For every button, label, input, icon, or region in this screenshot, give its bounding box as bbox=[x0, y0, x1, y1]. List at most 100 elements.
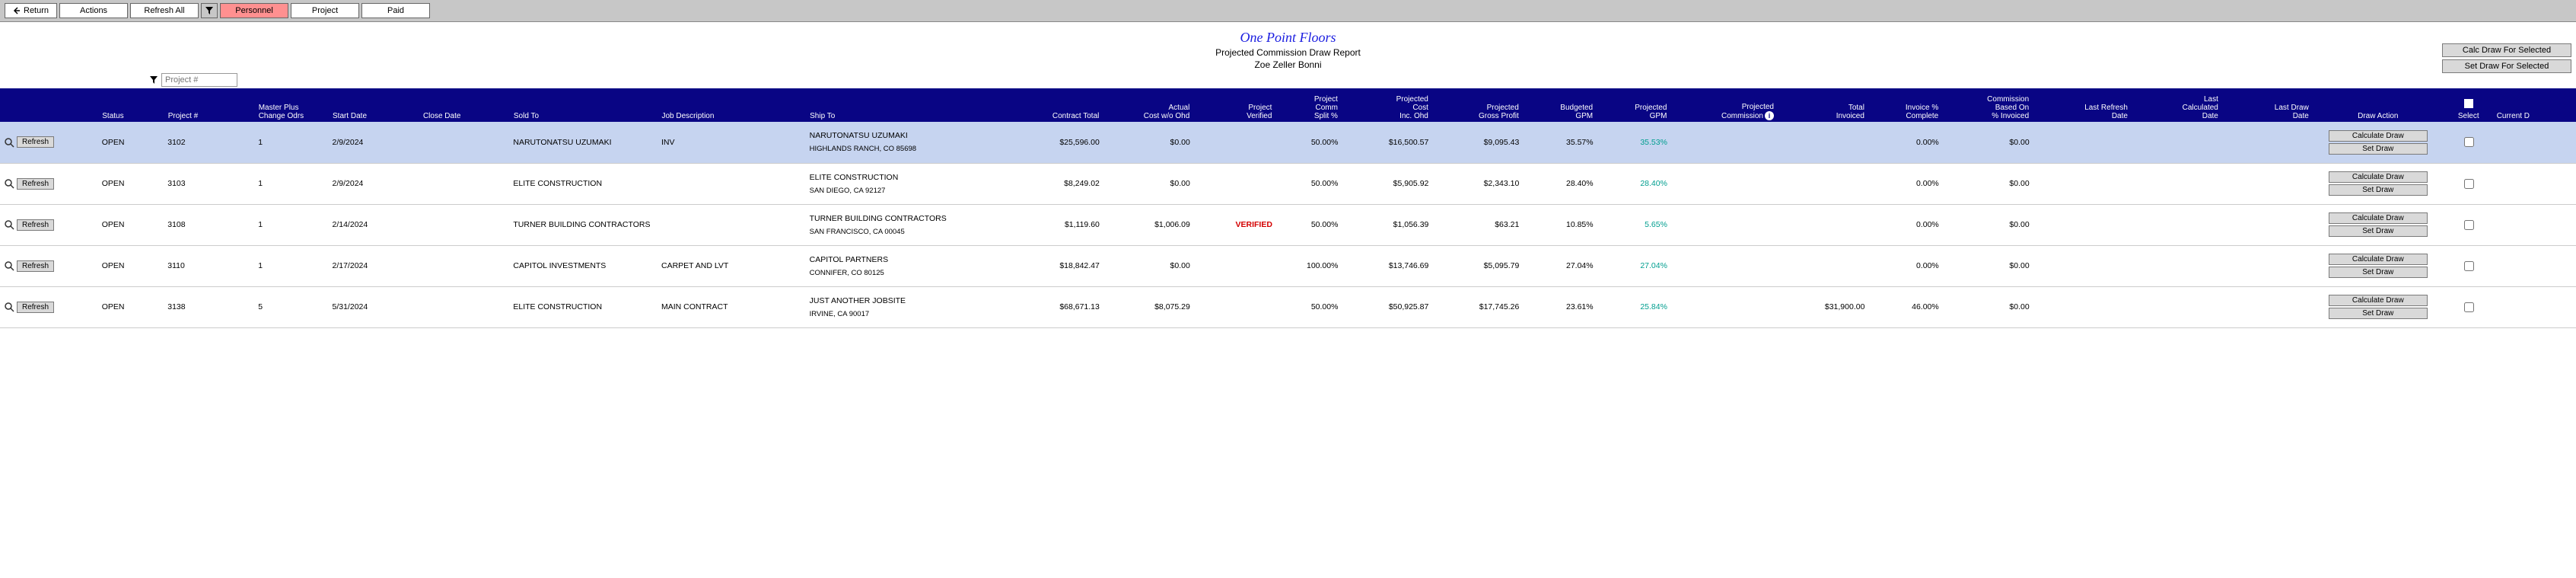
row-select-checkbox[interactable] bbox=[2464, 261, 2474, 271]
cell-current-d bbox=[2493, 163, 2575, 204]
col-proj-cost-ohd[interactable]: Projected Cost Inc. Ohd bbox=[1341, 88, 1431, 122]
col-budget-gpm[interactable]: Budgeted GPM bbox=[1522, 88, 1596, 122]
col-select[interactable]: Select bbox=[2444, 88, 2493, 122]
row-refresh-button[interactable]: Refresh bbox=[17, 302, 54, 313]
col-proj-gross[interactable]: Projected Gross Profit bbox=[1431, 88, 1522, 122]
table-row[interactable]: Refresh OPEN310812/14/2024TURNER BUILDIN… bbox=[0, 204, 2576, 245]
cell-invoice-pct: 0.00% bbox=[1868, 245, 1941, 286]
col-total-invoiced[interactable]: Total Invoiced bbox=[1778, 88, 1868, 122]
set-draw-button[interactable]: Set Draw bbox=[2329, 225, 2428, 237]
cell-actual-cost: $0.00 bbox=[1103, 163, 1193, 204]
paid-button[interactable]: Paid bbox=[361, 3, 430, 18]
row-select-checkbox[interactable] bbox=[2464, 179, 2474, 189]
table-row[interactable]: Refresh OPEN310312/9/2024ELITE CONSTRUCT… bbox=[0, 163, 2576, 204]
refresh-all-button[interactable]: Refresh All bbox=[130, 3, 199, 18]
cell-comm-split: 100.00% bbox=[1275, 245, 1342, 286]
cell-job-desc: CARPET AND LVT bbox=[658, 245, 807, 286]
cell-current-d bbox=[2493, 245, 2575, 286]
project-button[interactable]: Project bbox=[291, 3, 359, 18]
col-last-refresh[interactable]: Last Refresh Date bbox=[2033, 88, 2132, 122]
set-draw-button[interactable]: Set Draw bbox=[2329, 267, 2428, 278]
calculate-draw-button[interactable]: Calculate Draw bbox=[2329, 130, 2428, 142]
col-contract-total[interactable]: Contract Total bbox=[1004, 88, 1103, 122]
set-draw-button[interactable]: Set Draw bbox=[2329, 308, 2428, 319]
cell-verified bbox=[1193, 163, 1275, 204]
cell-last-refresh bbox=[2033, 204, 2132, 245]
set-draw-selected-button[interactable]: Set Draw For Selected bbox=[2442, 59, 2571, 73]
row-select-checkbox[interactable] bbox=[2464, 302, 2474, 312]
col-invoice-pct[interactable]: Invoice % Complete bbox=[1868, 88, 1941, 122]
calculate-draw-button[interactable]: Calculate Draw bbox=[2329, 212, 2428, 224]
col-draw-action[interactable]: Draw Action bbox=[2312, 88, 2444, 122]
right-buttons: Calc Draw For Selected Set Draw For Sele… bbox=[2442, 43, 2571, 73]
cell-project-num: 3103 bbox=[164, 163, 255, 204]
cell-actual-cost: $8,075.29 bbox=[1103, 286, 1193, 327]
col-start-date[interactable]: Start Date bbox=[330, 88, 420, 122]
calc-draw-selected-button[interactable]: Calc Draw For Selected bbox=[2442, 43, 2571, 57]
table-row[interactable]: Refresh OPEN311012/17/2024CAPITOL INVEST… bbox=[0, 245, 2576, 286]
col-proj-commission[interactable]: Projected Commissioni bbox=[1670, 88, 1778, 122]
return-button[interactable]: Return bbox=[5, 3, 57, 18]
magnify-icon[interactable] bbox=[3, 219, 15, 231]
cell-draw-action: Calculate Draw Set Draw bbox=[2312, 122, 2444, 163]
info-icon[interactable]: i bbox=[1765, 111, 1774, 120]
row-refresh-button[interactable]: Refresh bbox=[17, 136, 54, 148]
cell-comm-based: $0.00 bbox=[1942, 122, 2033, 163]
col-close-date[interactable]: Close Date bbox=[419, 88, 510, 122]
cell-contract-total: $25,596.00 bbox=[1004, 122, 1103, 163]
table-row[interactable]: Refresh OPEN313855/31/2024ELITE CONSTRUC… bbox=[0, 286, 2576, 327]
cell-start-date: 2/14/2024 bbox=[330, 204, 420, 245]
calculate-draw-button[interactable]: Calculate Draw bbox=[2329, 295, 2428, 306]
filter-row bbox=[0, 73, 2576, 88]
magnify-icon[interactable] bbox=[3, 136, 15, 148]
cell-sold-to: TURNER BUILDING CONTRACTORS bbox=[510, 204, 658, 245]
magnify-icon[interactable] bbox=[3, 177, 15, 190]
company-name: One Point Floors bbox=[0, 30, 2576, 46]
col-sold-to[interactable]: Sold To bbox=[510, 88, 658, 122]
col-actual-cost[interactable]: Actual Cost w/o Ohd bbox=[1103, 88, 1193, 122]
col-master-plus[interactable]: Master Plus Change Odrs bbox=[255, 88, 329, 122]
project-filter-input[interactable] bbox=[161, 73, 237, 87]
col-job-desc[interactable]: Job Description bbox=[658, 88, 807, 122]
cell-select bbox=[2444, 286, 2493, 327]
calculate-draw-button[interactable]: Calculate Draw bbox=[2329, 254, 2428, 265]
cell-current-d bbox=[2493, 286, 2575, 327]
row-select-checkbox[interactable] bbox=[2464, 137, 2474, 147]
cell-comm-split: 50.00% bbox=[1275, 204, 1342, 245]
report-title: Projected Commission Draw Report bbox=[0, 47, 2576, 58]
col-comm-based[interactable]: Commission Based On % Invoiced bbox=[1942, 88, 2033, 122]
col-project-num[interactable]: Project # bbox=[164, 88, 255, 122]
cell-actual-cost: $0.00 bbox=[1103, 122, 1193, 163]
cell-contract-total: $18,842.47 bbox=[1004, 245, 1103, 286]
select-all-checkbox[interactable] bbox=[2464, 99, 2473, 108]
row-refresh-button[interactable]: Refresh bbox=[17, 260, 54, 272]
row-refresh-button[interactable]: Refresh bbox=[17, 219, 54, 231]
cell-draw-action: Calculate Draw Set Draw bbox=[2312, 286, 2444, 327]
calculate-draw-button[interactable]: Calculate Draw bbox=[2329, 171, 2428, 183]
col-comm-split[interactable]: Project Comm Split % bbox=[1275, 88, 1342, 122]
cell-comm-split: 50.00% bbox=[1275, 163, 1342, 204]
cell-status: OPEN bbox=[99, 163, 165, 204]
magnify-icon[interactable] bbox=[3, 301, 15, 313]
set-draw-button[interactable]: Set Draw bbox=[2329, 143, 2428, 155]
set-draw-button[interactable]: Set Draw bbox=[2329, 184, 2428, 196]
actions-button[interactable]: Actions bbox=[59, 3, 128, 18]
col-verified[interactable]: Project Verified bbox=[1193, 88, 1275, 122]
col-ship-to[interactable]: Ship To bbox=[807, 88, 1005, 122]
col-status[interactable]: Status bbox=[99, 88, 165, 122]
cell-proj-cost-ohd: $16,500.57 bbox=[1341, 122, 1431, 163]
cell-start-date: 2/9/2024 bbox=[330, 163, 420, 204]
col-current-d[interactable]: Current D bbox=[2493, 88, 2575, 122]
table-row[interactable]: Refresh OPEN310212/9/2024NARUTONATSU UZU… bbox=[0, 122, 2576, 163]
filter-icon-button[interactable] bbox=[201, 3, 218, 18]
cell-master-plus: 1 bbox=[255, 163, 329, 204]
cell-last-draw-date bbox=[2221, 245, 2312, 286]
col-last-draw-date[interactable]: Last Draw Date bbox=[2221, 88, 2312, 122]
row-refresh-button[interactable]: Refresh bbox=[17, 178, 54, 190]
col-last-calc[interactable]: Last Calculated Date bbox=[2131, 88, 2221, 122]
col-proj-gpm[interactable]: Projected GPM bbox=[1597, 88, 1670, 122]
personnel-button[interactable]: Personnel bbox=[220, 3, 288, 18]
row-select-checkbox[interactable] bbox=[2464, 220, 2474, 230]
magnify-icon[interactable] bbox=[3, 260, 15, 272]
cell-invoice-pct: 0.00% bbox=[1868, 163, 1941, 204]
